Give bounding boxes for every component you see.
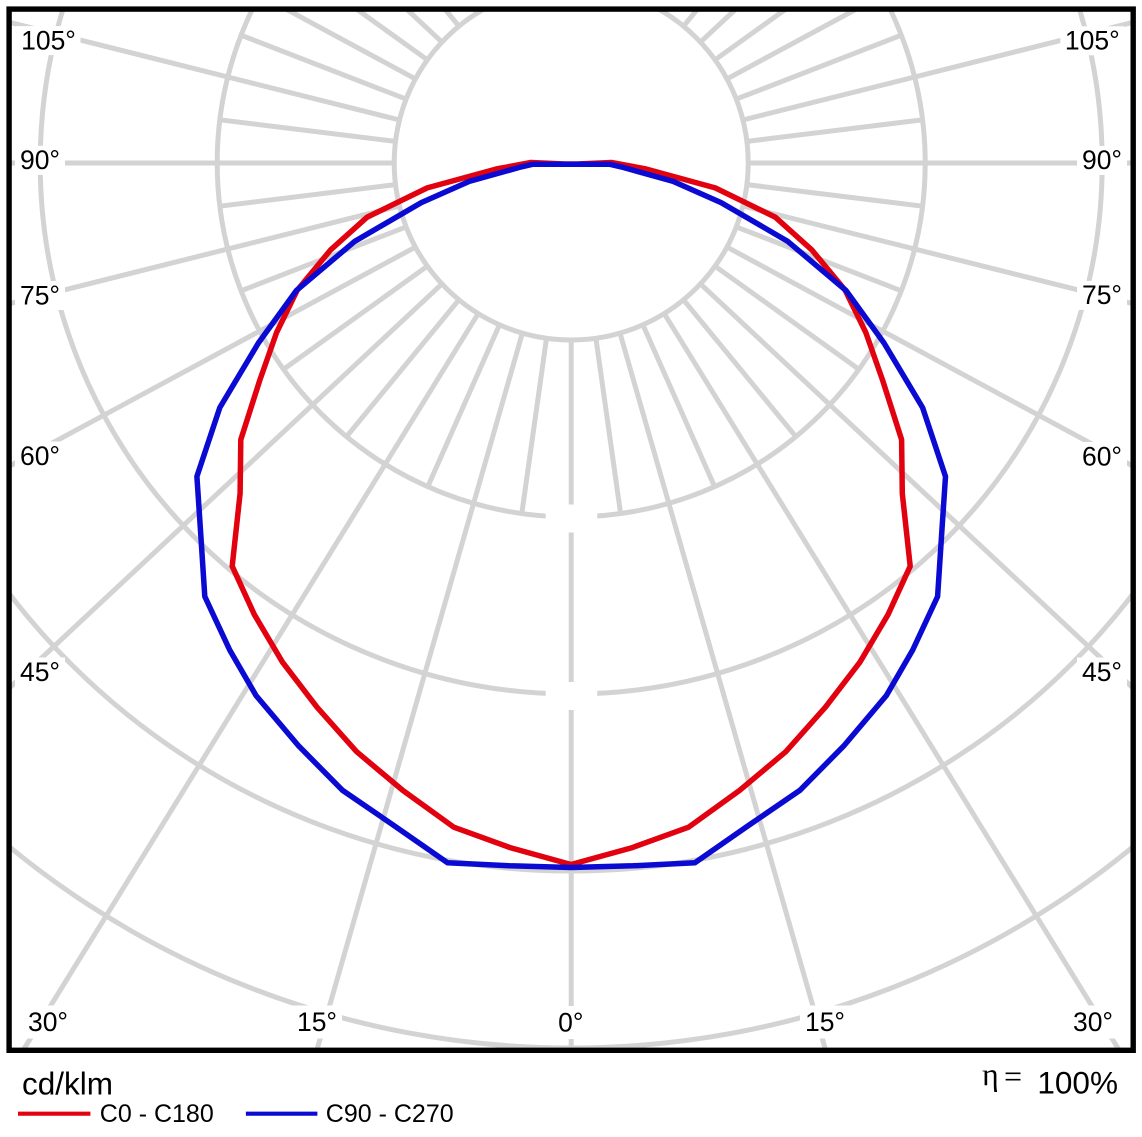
- svg-text:60°: 60°: [20, 441, 60, 471]
- svg-text:45°: 45°: [20, 657, 60, 687]
- svg-text:15°: 15°: [805, 1007, 845, 1037]
- svg-text:C0 - C180: C0 - C180: [100, 1100, 214, 1128]
- svg-text:30°: 30°: [28, 1007, 68, 1037]
- svg-text:0°: 0°: [558, 1007, 583, 1037]
- svg-text:75°: 75°: [1082, 280, 1122, 310]
- svg-text:η: η: [982, 1056, 999, 1092]
- svg-text:60°: 60°: [1082, 441, 1122, 471]
- svg-text:=: =: [1004, 1058, 1022, 1094]
- svg-text:15°: 15°: [297, 1007, 337, 1037]
- svg-text:90°: 90°: [1082, 145, 1122, 175]
- svg-text:105°: 105°: [1065, 26, 1120, 56]
- svg-text:C90 - C270: C90 - C270: [326, 1100, 454, 1128]
- svg-text:45°: 45°: [1082, 657, 1122, 687]
- svg-text:105°: 105°: [21, 25, 76, 55]
- svg-text:75°: 75°: [20, 280, 60, 310]
- svg-text:cd/klm: cd/klm: [22, 1066, 113, 1102]
- svg-text:90°: 90°: [20, 145, 60, 175]
- svg-text:30°: 30°: [1073, 1007, 1113, 1037]
- svg-text:100%: 100%: [1037, 1065, 1118, 1101]
